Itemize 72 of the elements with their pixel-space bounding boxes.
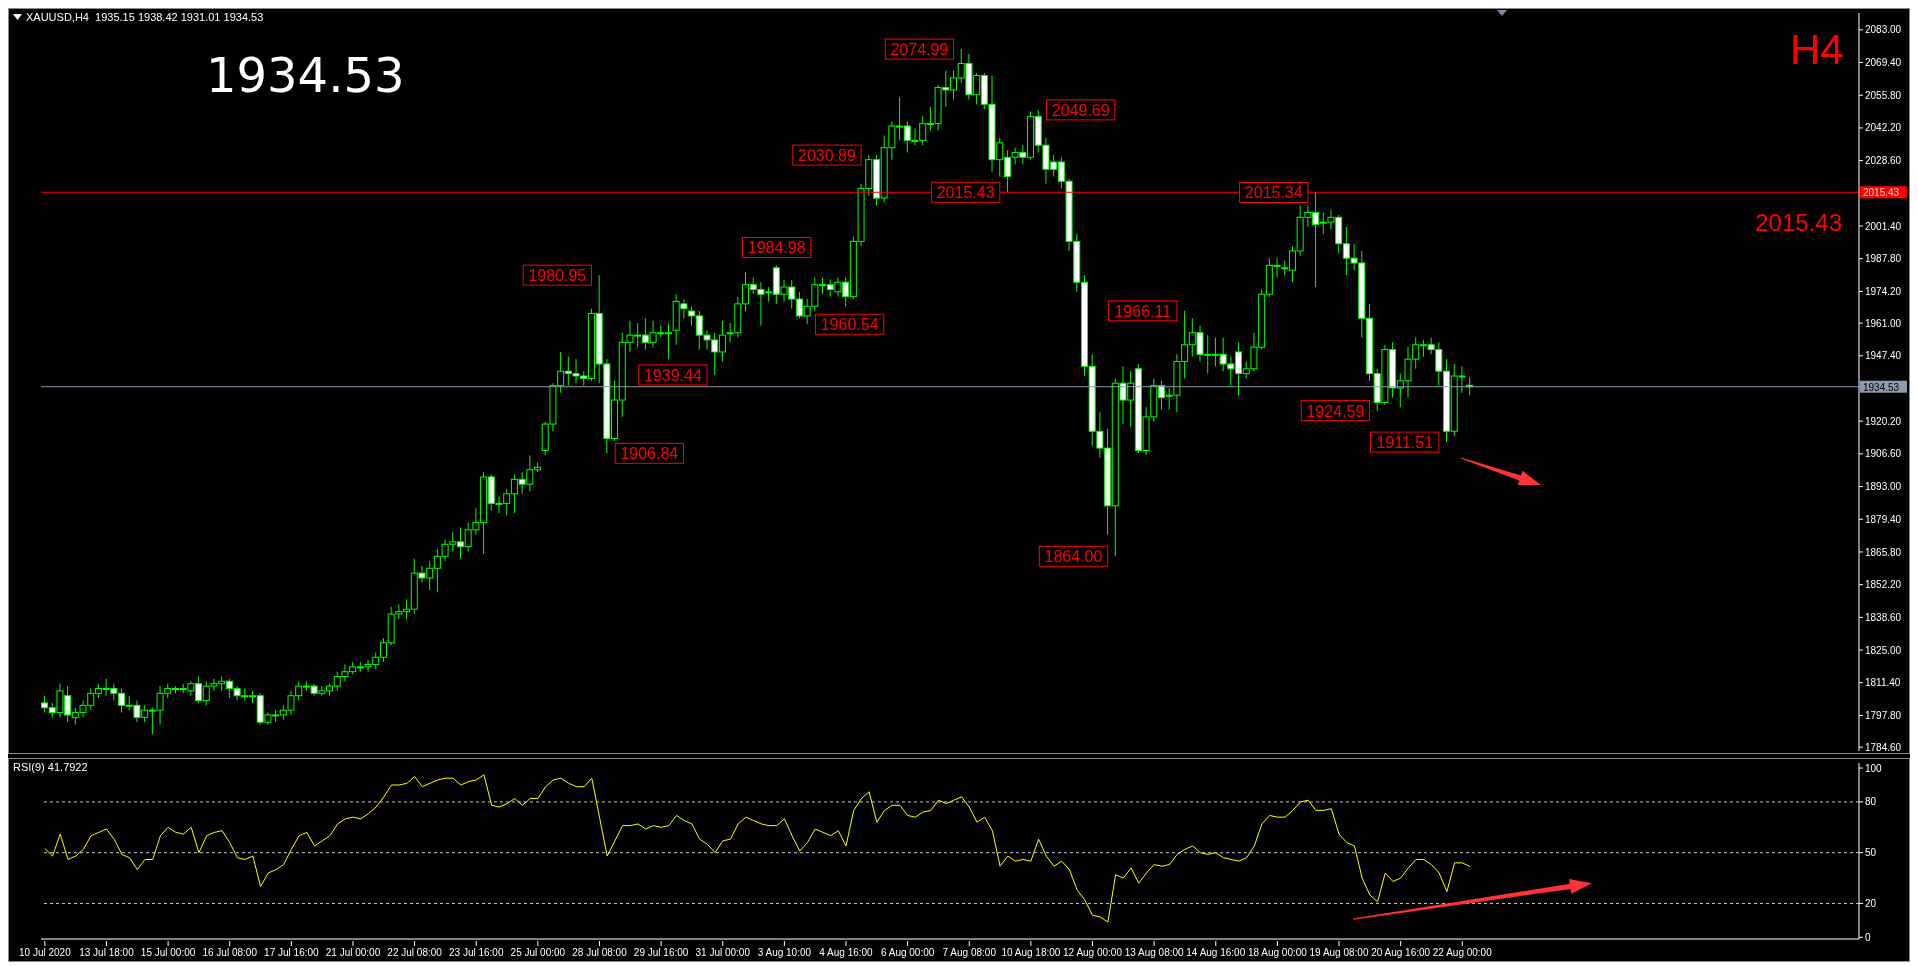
x-tick-label: 25 Jul 00:00 bbox=[510, 947, 566, 958]
x-tick-label: 19 Aug 08:00 bbox=[1309, 947, 1369, 958]
x-tick-label: 21 Jul 00:00 bbox=[325, 947, 381, 958]
y-tick-label: 1811.40 bbox=[1865, 677, 1901, 689]
x-tick-label: 18 Aug 00:00 bbox=[1247, 947, 1308, 958]
x-tick-label: 4 Aug 16:00 bbox=[819, 947, 874, 958]
x-tick-label: 16 Jul 08:00 bbox=[202, 947, 258, 958]
annotation: 2030.89 bbox=[798, 147, 856, 165]
x-tick-label: 12 Aug 00:00 bbox=[1063, 947, 1123, 958]
x-tick-label: 7 Aug 08:00 bbox=[942, 947, 997, 958]
x-tick-label: 20 Aug 16:00 bbox=[1371, 947, 1431, 958]
annotation: 1906.84 bbox=[620, 445, 679, 463]
y-tick-label: 1947.40 bbox=[1865, 350, 1902, 362]
annotation: 2015.34 bbox=[1244, 184, 1303, 202]
y-tick-label: 1797.80 bbox=[1865, 709, 1902, 721]
x-tick-label: 15 Jul 00:00 bbox=[140, 947, 196, 958]
y-tick-label: 1784.60 bbox=[1865, 741, 1902, 753]
annotation: 2074.99 bbox=[890, 41, 949, 59]
y-tick-label: 1961.00 bbox=[1865, 317, 1902, 329]
annotation: 1911.51 bbox=[1376, 434, 1434, 452]
x-tick-label: 29 Jul 16:00 bbox=[633, 947, 689, 958]
y-tick-label: 20 bbox=[1865, 898, 1877, 910]
y-tick-label: 2055.80 bbox=[1865, 89, 1902, 101]
x-tick-label: 13 Jul 18:00 bbox=[79, 947, 135, 958]
y-tick-label: 1879.40 bbox=[1865, 513, 1902, 525]
y-tick-label: 2001.40 bbox=[1865, 220, 1902, 232]
text: 2015.43 bbox=[1863, 187, 1900, 199]
y-tick-label: 100 bbox=[1865, 762, 1883, 774]
x-tick-label: 10 Aug 18:00 bbox=[1001, 947, 1061, 958]
y-tick-label: 1865.80 bbox=[1865, 546, 1902, 558]
x-tick-label: 23 Jul 16:00 bbox=[448, 947, 504, 958]
y-tick-label: 1893.00 bbox=[1865, 481, 1902, 493]
y-tick-label: 2083.00 bbox=[1865, 24, 1902, 36]
annotation: H4 bbox=[1790, 26, 1844, 74]
annotation: 1966.11 bbox=[1114, 302, 1172, 320]
y-tick-label: 1825.00 bbox=[1865, 644, 1902, 656]
chart-title: XAUUSD,H4 1935.15 1938.42 1931.01 1934.53 bbox=[26, 11, 264, 23]
y-tick-label: 80 bbox=[1865, 796, 1877, 808]
text: 1934.53 bbox=[1863, 381, 1900, 393]
y-tick-label: 1920.20 bbox=[1865, 415, 1902, 427]
annotation: 1960.54 bbox=[820, 316, 879, 334]
x-tick-label: 3 Aug 10:00 bbox=[757, 947, 812, 958]
x-tick-label: 31 Jul 00:00 bbox=[695, 947, 751, 958]
annotation: 1924.59 bbox=[1306, 402, 1365, 420]
y-tick-label: 2042.20 bbox=[1865, 122, 1902, 134]
x-tick-label: 22 Aug 00:00 bbox=[1432, 947, 1493, 958]
annotation: 2015.43 bbox=[936, 184, 995, 202]
annotation: 1864.00 bbox=[1044, 548, 1103, 566]
x-tick-label: 10 Jul 2020 bbox=[18, 947, 72, 958]
ref-line-label: 2015.43 bbox=[1755, 209, 1842, 237]
y-tick-label: 1838.60 bbox=[1865, 611, 1902, 623]
annotation: 1934.53 bbox=[206, 47, 405, 103]
y-tick-label: 50 bbox=[1865, 847, 1877, 859]
y-tick-label: 0 bbox=[1865, 931, 1871, 943]
y-tick-label: 1974.20 bbox=[1865, 285, 1902, 297]
x-tick-label: 17 Jul 16:00 bbox=[264, 947, 320, 958]
y-tick-label: 2069.40 bbox=[1865, 57, 1902, 69]
x-tick-label: 13 Aug 08:00 bbox=[1124, 947, 1185, 958]
x-tick-label: 14 Aug 16:00 bbox=[1186, 947, 1246, 958]
annotation: 1980.95 bbox=[528, 267, 587, 285]
x-tick-label: 6 Aug 00:00 bbox=[880, 947, 935, 958]
x-tick-label: 22 Jul 08:00 bbox=[387, 947, 443, 958]
x-tick-label: 28 Jul 08:00 bbox=[572, 947, 628, 958]
y-tick-label: 1906.60 bbox=[1865, 448, 1902, 460]
y-tick-label: 2028.60 bbox=[1865, 155, 1902, 167]
chart-title: RSI(9) 41.7922 bbox=[13, 761, 88, 773]
annotation: 1984.98 bbox=[747, 239, 806, 257]
y-tick-label: 1987.80 bbox=[1865, 253, 1902, 265]
annotation: 1939.44 bbox=[643, 366, 702, 384]
y-tick-label: 1852.20 bbox=[1865, 579, 1902, 591]
line-series bbox=[44, 774, 1471, 923]
annotation: 2049.69 bbox=[1051, 101, 1110, 119]
